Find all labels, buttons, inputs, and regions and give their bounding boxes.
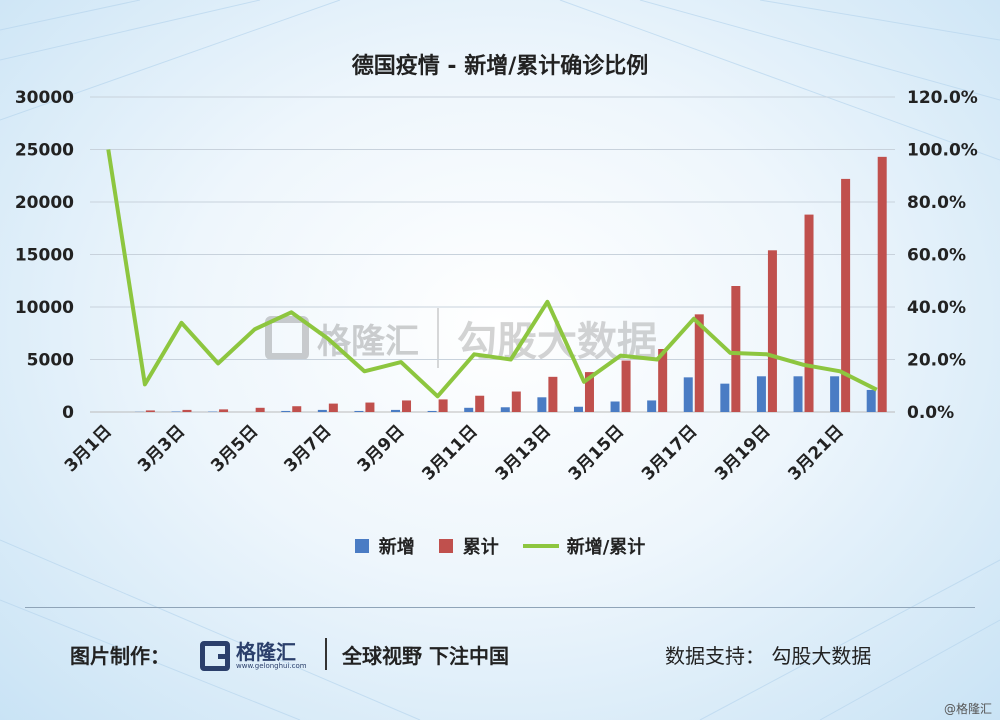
right-axis-tick-label: 0.0% — [907, 403, 954, 423]
chart-title: 德国疫情 - 新增/累计确诊比例 — [351, 54, 649, 79]
legend-swatch-new — [354, 539, 369, 553]
bar-total — [841, 178, 851, 412]
bar-new — [537, 397, 547, 412]
bar-total — [767, 250, 777, 412]
bar-total — [658, 349, 668, 412]
footer-logo-url: www.gelonghui.com — [236, 662, 307, 670]
right-axis-tick-label: 120.0% — [907, 88, 978, 108]
bar-total — [438, 399, 448, 412]
x-axis-tick-label: 3月5日 — [207, 421, 262, 476]
bar-new — [830, 376, 840, 412]
bar-total — [804, 214, 814, 412]
bar-new — [171, 411, 181, 412]
bar-total — [475, 395, 485, 412]
footer-made-by: 图片制作： — [70, 644, 170, 668]
gelonghui-logo-icon — [200, 641, 230, 671]
footer-separator — [325, 638, 327, 670]
bar-new — [281, 410, 291, 412]
bar-total — [548, 376, 558, 412]
x-axis-tick-label: 3月19日 — [711, 421, 774, 484]
legend-item-new: 新增 — [354, 533, 415, 559]
footer-divider — [25, 607, 975, 608]
legend: 新增 累计 新增/累计 — [0, 533, 1000, 559]
x-axis-tick-label: 3月9日 — [354, 421, 409, 476]
x-axis-tick-label: 3月1日 — [61, 421, 116, 476]
legend-label-new: 新增 — [378, 537, 415, 558]
bar-total — [694, 314, 704, 412]
legend-label-total: 累计 — [462, 537, 499, 558]
footer-logo: 格隆汇 www.gelonghui.com — [200, 641, 307, 671]
legend-swatch-total — [438, 539, 453, 553]
left-axis-tick-label: 20000 — [15, 193, 74, 213]
bar-new — [354, 410, 364, 412]
footer-data-support: 数据支持： 勾股大数据 — [665, 644, 872, 668]
bar-new — [610, 401, 620, 412]
bar-total — [328, 403, 338, 412]
bar-total — [365, 402, 375, 412]
footer-logo-text: 格隆汇 — [236, 640, 296, 664]
right-axis-tick-label: 20.0% — [907, 351, 966, 371]
bar-new — [683, 377, 693, 412]
bar-total — [255, 407, 265, 412]
credit-watermark: @格隆汇 — [943, 702, 992, 716]
bar-new — [573, 406, 583, 412]
watermark-divider — [437, 308, 439, 368]
x-axis-tick-label: 3月21日 — [784, 421, 847, 484]
bar-new — [793, 376, 803, 412]
bar-new — [756, 376, 766, 412]
bar-new — [391, 409, 401, 412]
right-axis-tick-label: 60.0% — [907, 246, 966, 266]
bar-total — [731, 286, 741, 412]
bar-total — [182, 409, 192, 412]
left-axis-tick-label: 30000 — [15, 88, 74, 108]
x-axis-tick-label: 3月11日 — [418, 421, 481, 484]
left-axis-tick-label: 15000 — [15, 246, 74, 266]
legend-item-total: 累计 — [438, 533, 499, 559]
bar-new — [464, 407, 474, 412]
bar-new — [866, 389, 876, 412]
x-axis-tick-label: 3月3日 — [134, 421, 189, 476]
bar-total — [511, 391, 521, 412]
ratio-line — [106, 149, 878, 399]
bar-new — [427, 410, 437, 412]
x-axis-tick-label: 3月15日 — [565, 421, 628, 484]
bar-total — [219, 409, 229, 412]
bar-new — [317, 409, 327, 412]
legend-label-ratio: 新增/累计 — [566, 537, 646, 558]
x-axis-tick-label: 3月7日 — [280, 421, 335, 476]
bar-new — [647, 400, 657, 412]
bar-new — [720, 383, 730, 412]
bar-total — [877, 156, 887, 412]
right-axis-tick-label: 40.0% — [907, 298, 966, 318]
right-axis-tick-label: 80.0% — [907, 193, 966, 213]
right-axis-tick-label: 100.0% — [907, 141, 978, 161]
legend-swatch-ratio — [522, 544, 559, 548]
legend-item-ratio: 新增/累计 — [522, 533, 646, 559]
left-axis-tick-label: 0 — [62, 403, 74, 423]
chart: 0 5000 10000 15000 20000 25000 30000 0.0% 20.0% 4… — [15, 88, 978, 485]
x-axis-tick-label: 3月13日 — [492, 421, 555, 484]
x-axis-tick-label: 3月17日 — [638, 421, 701, 484]
bar-total — [621, 360, 631, 412]
bar-total — [584, 372, 594, 412]
left-axis-tick-label: 25000 — [15, 141, 74, 161]
left-axis-tick-label: 10000 — [15, 298, 74, 318]
watermark-logo-icon — [265, 316, 309, 360]
bar-total — [402, 400, 412, 412]
bar-new — [500, 407, 510, 412]
bar-total — [292, 406, 302, 412]
footer-slogan: 全球视野 下注中国 — [342, 644, 509, 668]
bar-total — [145, 410, 155, 412]
left-axis-tick-label: 5000 — [27, 351, 74, 371]
